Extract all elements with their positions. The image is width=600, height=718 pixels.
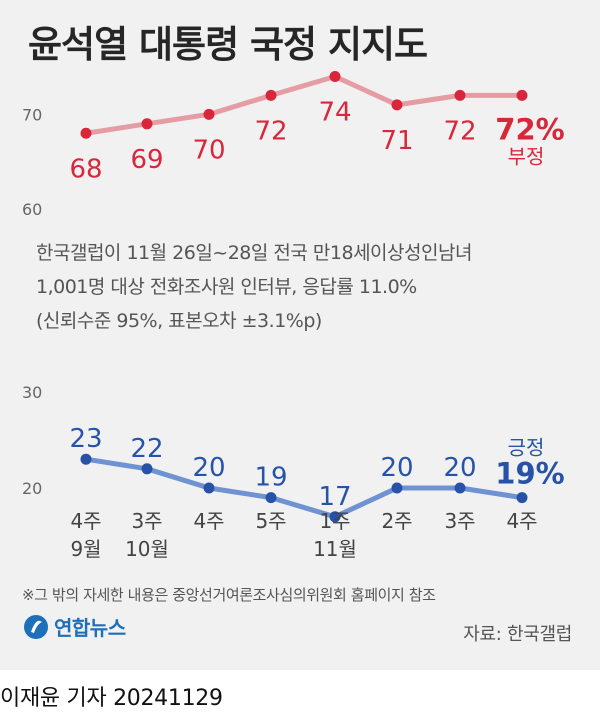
series-line-긍정 xyxy=(83,456,525,520)
x-tick-label: 9월 xyxy=(70,537,101,561)
x-tick-label: 10월 xyxy=(125,537,169,561)
series-name-label: 긍정 xyxy=(508,436,545,460)
data-label: 20 xyxy=(443,453,476,483)
data-point xyxy=(203,482,215,494)
data-point xyxy=(80,127,92,139)
footnote: ※그 밖의 자세한 내용은 중앙선거여론조사심의위원회 홈페이지 참조 xyxy=(22,586,436,604)
logo-text: 연합뉴스 xyxy=(54,616,126,640)
y-tick-label: 20 xyxy=(22,479,42,498)
data-point xyxy=(454,89,466,101)
y-tick-label: 70 xyxy=(22,105,42,124)
data-label: 68 xyxy=(69,154,102,184)
data-label: 17 xyxy=(318,482,351,512)
data-label: 69 xyxy=(130,145,163,175)
data-label: 19% xyxy=(495,457,564,491)
data-point xyxy=(329,511,341,523)
source-note: 자료: 한국갤럽 xyxy=(463,624,572,645)
x-tick-label: 2주 xyxy=(381,509,412,533)
data-label: 23 xyxy=(69,424,102,454)
data-point xyxy=(141,118,153,130)
y-tick-label: 30 xyxy=(22,383,42,402)
data-point xyxy=(329,70,341,82)
x-tick-label: 4주 xyxy=(193,509,224,533)
x-tick-label: 1주 xyxy=(319,509,350,533)
data-label: 19 xyxy=(254,463,287,493)
survey-info: 한국갤럽이 11월 26일~28일 전국 만18세이상성인남녀 1,001명 대… xyxy=(36,236,576,338)
survey-line: 한국갤럽이 11월 26일~28일 전국 만18세이상성인남녀 xyxy=(36,242,472,264)
data-point xyxy=(203,108,215,120)
survey-line: (신뢰수준 95%, 표본오차 ±3.1%p) xyxy=(36,310,322,332)
data-point xyxy=(391,99,403,111)
data-label: 71 xyxy=(380,126,413,156)
data-point xyxy=(141,463,153,475)
data-point xyxy=(80,453,92,465)
data-label: 72 xyxy=(443,116,476,146)
data-point xyxy=(265,89,277,101)
data-label: 70 xyxy=(192,135,225,165)
publisher-logo: 연합뉴스 xyxy=(22,612,126,641)
x-tick-label: 3주 xyxy=(131,509,162,533)
survey-line: 1,001명 대상 전화조사원 인터뷰, 응답률 11.0% xyxy=(36,276,417,298)
data-label: 22 xyxy=(130,434,163,464)
x-tick-label: 3주 xyxy=(444,509,475,533)
yonhap-logo-icon xyxy=(24,614,48,639)
data-label: 20 xyxy=(192,453,225,483)
series-line-부정 xyxy=(83,73,525,136)
x-tick-label: 5주 xyxy=(255,509,286,533)
data-label: 72% xyxy=(495,112,564,146)
chart-title: 윤석열 대통령 국정 지지도 xyxy=(28,23,428,66)
infographic-card: 윤석열 대통령 국정 지지도 60 70 68 69 70 72 74 71 72 72% 부정 20… xyxy=(0,0,600,670)
x-tick-label: 4주 xyxy=(70,509,101,533)
data-label: 72 xyxy=(254,116,287,146)
data-label: 74 xyxy=(318,97,351,127)
data-point xyxy=(454,482,466,494)
approval-chart: 60 70 68 69 70 72 74 71 72 72%부정 20 30 23 22 20 19 17 20 2… xyxy=(22,70,565,561)
x-tick-label: 4주 xyxy=(506,509,537,533)
data-point xyxy=(516,492,528,504)
x-tick-label: 11월 xyxy=(313,537,357,561)
data-point xyxy=(516,89,528,101)
data-label: 20 xyxy=(380,453,413,483)
y-tick-label: 60 xyxy=(22,200,42,219)
data-point xyxy=(265,492,277,504)
data-point xyxy=(391,482,403,494)
series-name-label: 부정 xyxy=(508,144,545,168)
byline: 이재윤 기자 20241129 xyxy=(0,686,223,711)
